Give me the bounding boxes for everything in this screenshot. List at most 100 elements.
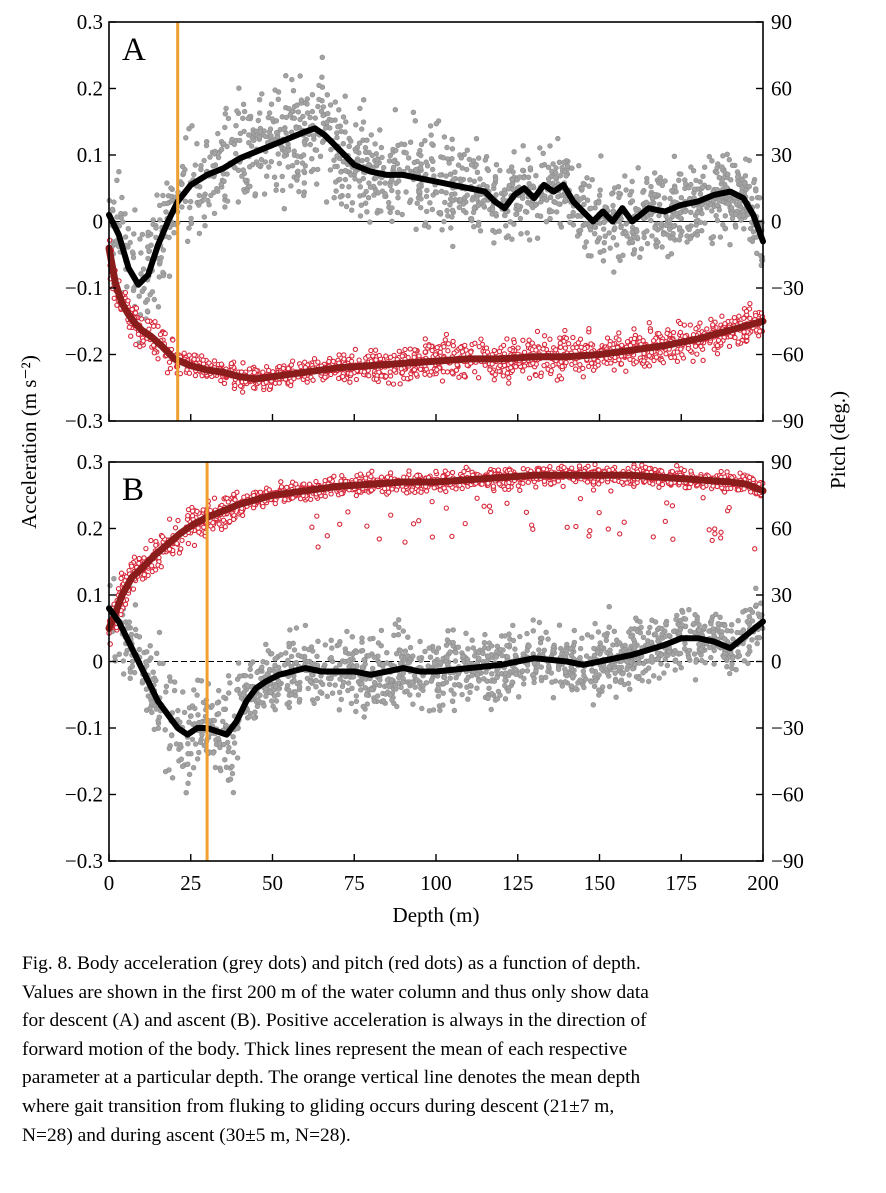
pitch-dot — [449, 370, 455, 376]
acceleration-dot — [443, 190, 449, 196]
acceleration-dot — [256, 134, 263, 140]
acceleration-dot — [338, 201, 345, 207]
acceleration-dot — [399, 211, 405, 218]
acceleration-dot — [556, 622, 563, 628]
acceleration-dot — [729, 661, 735, 667]
acceleration-dot — [661, 670, 667, 676]
acceleration-dot — [348, 700, 355, 707]
acceleration-dot — [191, 171, 197, 178]
acceleration-dot — [691, 186, 698, 192]
acceleration-dot — [305, 658, 311, 665]
acceleration-dot — [471, 205, 477, 211]
pitch-dot — [413, 371, 419, 377]
acceleration-dot — [378, 627, 385, 634]
acceleration-dot — [392, 682, 399, 689]
pitch-dot — [408, 375, 414, 381]
acceleration-dot — [545, 176, 552, 182]
acceleration-dot — [753, 602, 759, 608]
acceleration-dot — [678, 195, 684, 201]
acceleration-dot — [316, 96, 322, 103]
acceleration-dot — [524, 662, 531, 668]
pitch-dot — [526, 337, 532, 343]
acceleration-dot — [513, 671, 519, 678]
acceleration-dot — [295, 652, 301, 658]
acceleration-dot — [272, 662, 278, 668]
pitch-dot — [624, 339, 631, 345]
acceleration-dot — [585, 253, 592, 259]
pitch-dot — [288, 382, 294, 389]
acceleration-dot — [256, 96, 263, 103]
pitch-dot — [449, 533, 455, 540]
acceleration-dot — [644, 175, 650, 182]
acceleration-dot — [622, 642, 628, 649]
acceleration-dot — [138, 250, 144, 256]
acceleration-dot — [686, 647, 693, 654]
acceleration-dot — [559, 651, 565, 657]
acceleration-dot — [749, 637, 755, 643]
acceleration-dot — [722, 636, 728, 642]
pitch-dot — [365, 353, 372, 359]
acceleration-dot — [222, 204, 228, 210]
pitch-dot — [422, 371, 428, 377]
pitch-dot — [607, 342, 613, 348]
acceleration-dot — [694, 210, 700, 216]
acceleration-dot — [156, 629, 163, 636]
pitch-dot — [504, 336, 510, 342]
acceleration-dot — [400, 628, 406, 634]
acceleration-dot — [413, 226, 419, 233]
pitch-dot — [679, 352, 685, 358]
acceleration-dot — [673, 616, 679, 623]
pitch-dot — [128, 333, 134, 339]
acceleration-dot — [677, 626, 684, 632]
acceleration-dot — [548, 670, 554, 676]
acceleration-dot — [309, 91, 316, 98]
acceleration-dot — [339, 683, 346, 690]
acceleration-dot — [326, 681, 333, 688]
acceleration-dot — [437, 707, 443, 713]
pitch-dot — [685, 345, 691, 352]
pitch-dot — [240, 360, 246, 366]
acceleration-dot — [324, 92, 330, 98]
pitch-dot — [711, 346, 717, 352]
acceleration-dot — [194, 141, 200, 147]
acceleration-dot — [230, 734, 236, 740]
acceleration-dot — [735, 649, 741, 655]
pitch-dot — [368, 473, 374, 480]
acceleration-dot — [427, 654, 434, 660]
acceleration-dot — [459, 691, 465, 698]
acceleration-dot — [447, 649, 453, 655]
acceleration-dot — [474, 196, 480, 202]
acceleration-dot — [301, 180, 307, 186]
acceleration-dot — [119, 194, 125, 201]
acceleration-dot — [407, 644, 414, 651]
pitch-dot — [166, 359, 173, 365]
pitch-dot — [562, 345, 569, 351]
acceleration-dot — [449, 146, 456, 152]
acceleration-dot — [285, 147, 292, 154]
acceleration-dot — [517, 633, 523, 640]
acceleration-dot — [452, 169, 458, 175]
acceleration-dot — [424, 187, 430, 194]
acceleration-dot — [297, 116, 303, 123]
acceleration-dot — [639, 677, 645, 684]
acceleration-dot — [464, 147, 470, 153]
acceleration-dot — [542, 674, 549, 680]
acceleration-dot — [658, 220, 664, 227]
acceleration-dot — [150, 217, 156, 223]
acceleration-dot — [153, 225, 159, 231]
pitch-dot — [298, 363, 304, 370]
acceleration-dot — [360, 119, 367, 125]
acceleration-dot — [269, 698, 275, 704]
pitch-dot — [487, 367, 493, 373]
acceleration-dot — [679, 609, 686, 615]
acceleration-dot — [471, 178, 477, 185]
pitch-dot — [650, 338, 657, 344]
acceleration-dot — [473, 162, 479, 168]
acceleration-dot — [111, 199, 117, 205]
acceleration-dot — [360, 175, 366, 182]
acceleration-dot — [189, 123, 195, 129]
pitch-dot — [681, 322, 688, 328]
acceleration-dot — [724, 627, 730, 634]
acceleration-dot — [449, 198, 456, 204]
acceleration-dot — [617, 257, 623, 264]
